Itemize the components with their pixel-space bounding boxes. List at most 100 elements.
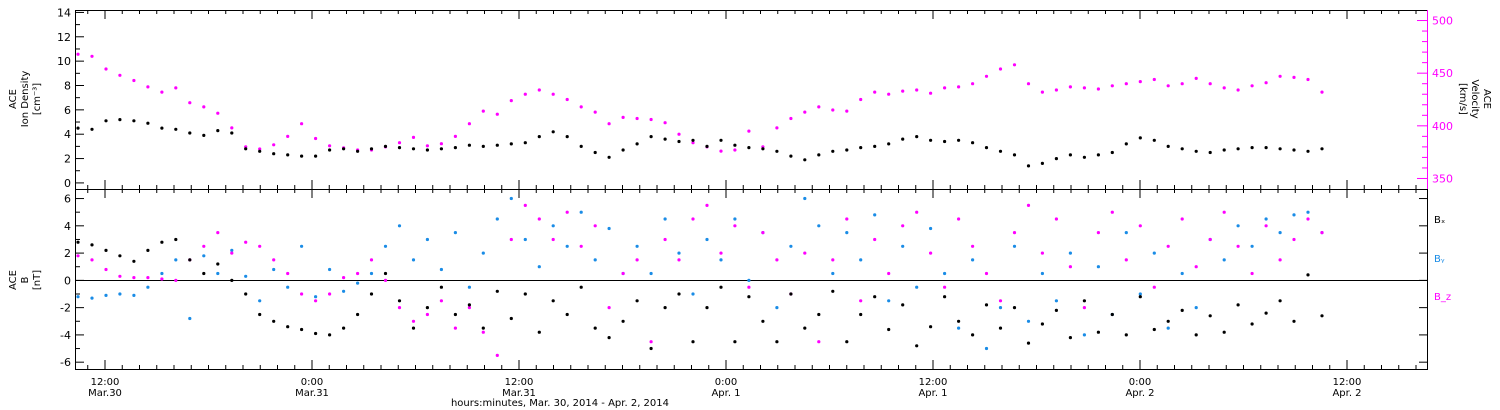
bx-point <box>1236 303 1240 307</box>
velocity-point <box>998 67 1003 71</box>
density-point <box>1026 164 1031 168</box>
velocity-point <box>915 88 919 92</box>
velocity-point <box>971 82 975 86</box>
bz-point <box>1152 285 1156 289</box>
bz-point <box>90 258 94 262</box>
bx-point <box>244 292 248 296</box>
by-point <box>174 258 178 262</box>
bx-point <box>887 327 891 332</box>
density-point <box>411 147 416 151</box>
bx-point <box>118 254 122 258</box>
xtick-time-label: 0:00 <box>1129 377 1151 388</box>
velocity-point <box>747 129 751 133</box>
density-point <box>397 146 402 150</box>
velocity-point <box>943 86 947 90</box>
top-left-ytick-label: 10 <box>57 55 71 68</box>
by-point <box>649 271 653 276</box>
velocity-point <box>90 54 94 58</box>
density-point <box>663 137 667 141</box>
xtick-date-label: Apr. 2 <box>1332 388 1361 399</box>
by-point <box>328 267 332 272</box>
by-point <box>803 196 807 201</box>
velocity-point <box>775 126 779 130</box>
bz-point <box>509 237 513 242</box>
velocity-point <box>859 97 863 102</box>
by-point <box>216 271 220 276</box>
bx-point <box>803 326 807 330</box>
velocity-point <box>258 147 262 151</box>
bx-point <box>537 330 541 334</box>
density-point <box>803 158 807 162</box>
by-point <box>439 267 443 272</box>
bx-point <box>1306 273 1310 277</box>
density-point <box>1222 148 1226 152</box>
velocity-point <box>1082 86 1086 90</box>
velocity-point <box>579 105 583 109</box>
bx-point <box>523 292 527 296</box>
bx-point <box>1264 311 1268 315</box>
by-point <box>607 226 611 231</box>
by-point <box>831 271 835 276</box>
bz-point <box>202 244 206 248</box>
by-point <box>495 217 499 221</box>
density-point <box>509 142 513 146</box>
bz-point <box>775 258 779 262</box>
bx-point <box>971 333 975 337</box>
bx-point <box>1110 312 1114 317</box>
bottom-left-ylabel-line3: [nT] <box>32 270 43 290</box>
velocity-point <box>1138 80 1142 84</box>
velocity-point <box>1124 82 1128 86</box>
density-point <box>300 154 304 158</box>
bx-point <box>957 319 961 323</box>
bx-point <box>705 306 709 310</box>
density-point <box>607 155 611 159</box>
by-point <box>1124 231 1128 235</box>
density-point <box>943 139 947 144</box>
bx-point <box>495 289 499 293</box>
by-point <box>691 292 695 296</box>
velocity-point <box>328 144 332 148</box>
velocity-point <box>1306 77 1310 82</box>
density-point <box>1138 136 1142 140</box>
bz-point <box>761 231 765 235</box>
velocity-point <box>104 67 108 71</box>
by-point <box>118 292 122 296</box>
density-point <box>230 131 234 135</box>
bx-point <box>1082 299 1086 303</box>
density-point <box>1278 147 1282 151</box>
velocity-point <box>789 116 793 121</box>
density-point <box>356 149 360 153</box>
bottom-panel-frame <box>75 189 1428 370</box>
bx-point <box>174 237 178 242</box>
bz-point <box>593 224 597 228</box>
velocity-point <box>425 144 429 148</box>
by-point <box>957 326 961 330</box>
top-left-ytick-label: 6 <box>64 104 71 117</box>
bx-point <box>789 292 793 296</box>
bz-point <box>286 271 290 276</box>
velocity-point <box>1320 90 1324 94</box>
bz-point <box>1124 258 1128 262</box>
bx-point <box>943 295 947 299</box>
top-left-ylabel-line2: Ion Density <box>20 71 31 128</box>
by-point <box>845 231 849 235</box>
bx-point <box>831 289 835 293</box>
by-point <box>76 295 80 299</box>
bz-point <box>607 306 611 310</box>
velocity-point <box>300 122 304 126</box>
bottom-left-ylabel: ACE B [nT] <box>8 270 43 290</box>
velocity-point <box>845 109 849 113</box>
by-point <box>90 296 94 300</box>
bx-point <box>369 292 374 296</box>
top-right-ylabel-line3: [km/s] <box>1457 83 1468 115</box>
bz-point <box>439 299 443 303</box>
density-point <box>537 135 541 139</box>
by-point <box>523 237 527 242</box>
density-point <box>579 144 583 148</box>
by-point <box>1152 251 1156 255</box>
velocity-point <box>901 89 905 93</box>
bottom-ytick-label: -2 <box>60 302 71 315</box>
bz-point <box>635 258 639 262</box>
bx-point <box>551 299 555 303</box>
density-point <box>1194 149 1198 153</box>
